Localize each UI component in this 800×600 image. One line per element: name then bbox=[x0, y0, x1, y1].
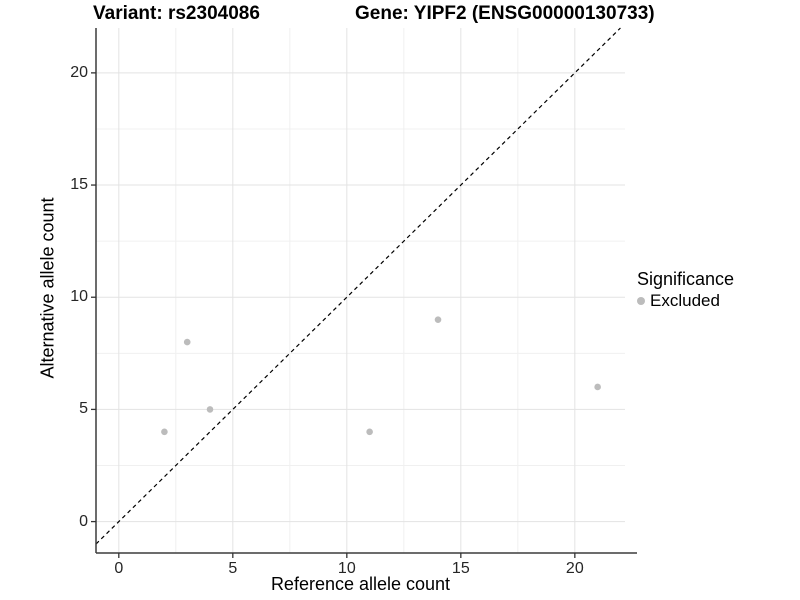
y-tick-label: 0 bbox=[79, 512, 88, 530]
gene-title: Gene: YIPF2 (ENSG00000130733) bbox=[355, 3, 655, 24]
y-tick-label: 5 bbox=[79, 400, 88, 418]
legend-title: Significance bbox=[637, 269, 735, 289]
x-tick-label: 10 bbox=[337, 560, 356, 577]
variant-title: Variant: rs2304086 bbox=[93, 3, 260, 24]
x-tick-label: 15 bbox=[451, 560, 470, 577]
legend: Significance Excluded bbox=[637, 268, 734, 311]
data-point bbox=[434, 316, 442, 323]
identity-dashed-line bbox=[95, 27, 621, 545]
data-point bbox=[183, 338, 191, 346]
y-tick-label: 15 bbox=[70, 176, 88, 194]
legend-item-excluded: Excluded bbox=[637, 291, 734, 311]
data-point bbox=[594, 383, 601, 391]
legend-item-label: Excluded bbox=[650, 291, 720, 310]
legend-point-icon bbox=[637, 297, 645, 305]
x-tick-label: 0 bbox=[114, 560, 124, 577]
x-axis-title: Reference allele count bbox=[270, 574, 451, 594]
data-point bbox=[206, 406, 214, 413]
data-point bbox=[161, 428, 168, 436]
y-tick-label: 20 bbox=[70, 63, 88, 81]
data-point bbox=[366, 428, 373, 436]
y-tick-label: 10 bbox=[70, 288, 88, 306]
x-tick-label: 5 bbox=[228, 560, 238, 577]
x-tick-label: 20 bbox=[565, 560, 584, 577]
